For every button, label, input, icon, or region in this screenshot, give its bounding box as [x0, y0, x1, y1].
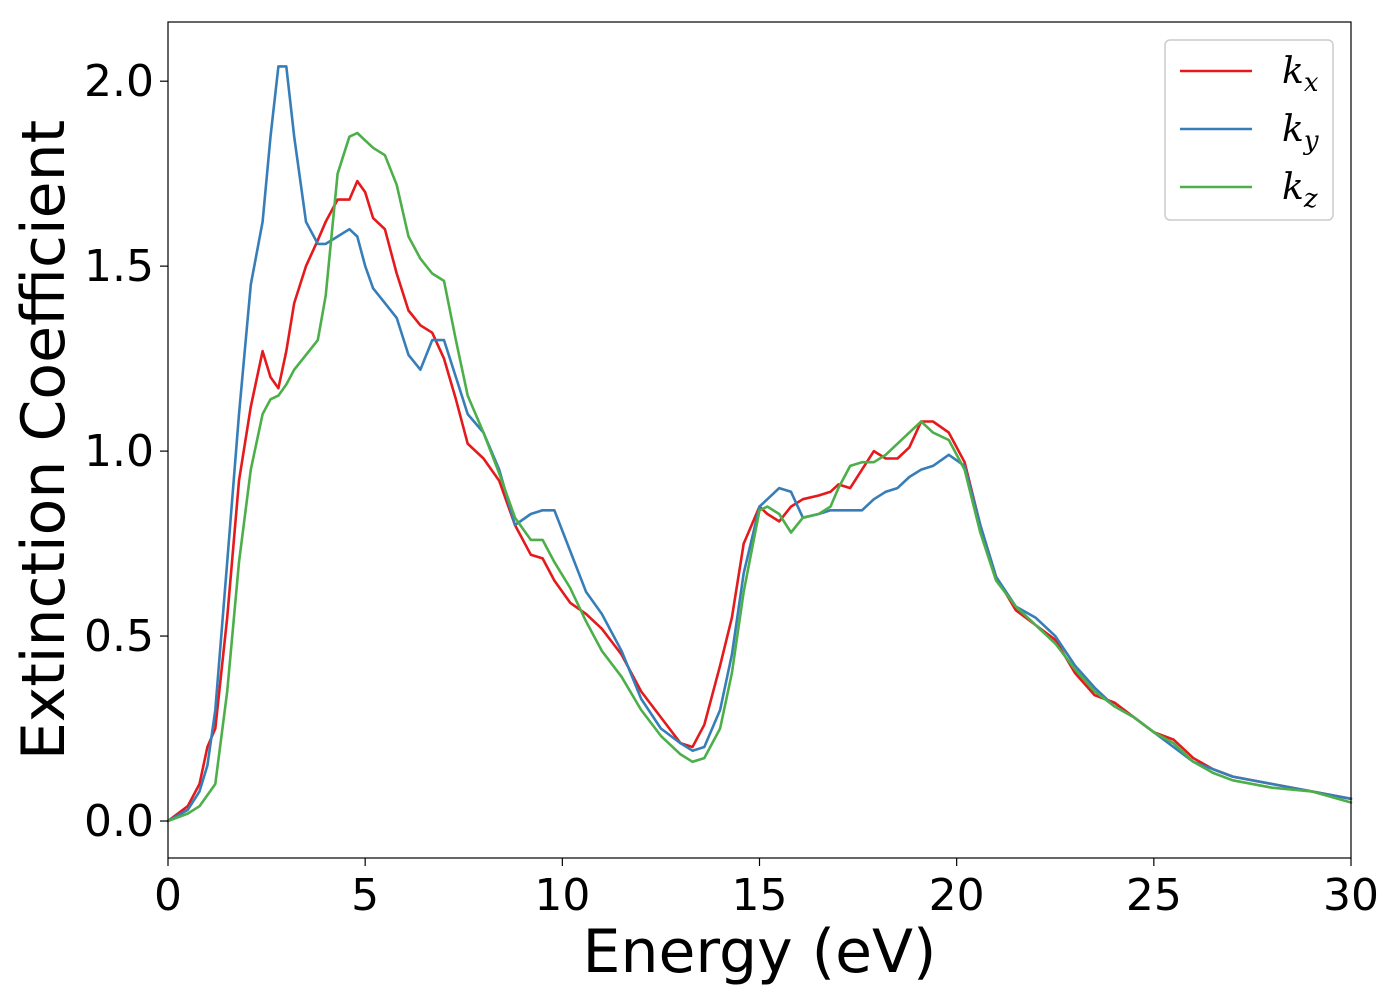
x-tick-label: 30: [1323, 870, 1379, 921]
y-axis-title: Extinction Coefficient: [9, 120, 79, 760]
y-tick-label: 2.0: [84, 56, 154, 107]
y-tick-label: 0.5: [84, 611, 154, 662]
x-axis-title: Energy (eV): [583, 917, 937, 987]
x-tick-label: 15: [732, 870, 788, 921]
x-tick-label: 20: [929, 870, 985, 921]
x-tick-label: 0: [154, 870, 182, 921]
x-tick-label: 5: [351, 870, 379, 921]
y-tick-label: 1.0: [84, 426, 154, 477]
legend-label-kx: kx: [1282, 51, 1319, 98]
series-lines: [166, 65, 1353, 823]
y-axis-ticks: 0.0 0.5 1.0 1.5 2.0: [84, 56, 168, 847]
y-tick-label: 1.5: [84, 241, 154, 292]
x-axis-ticks: 0 5 10 15 20 25 30: [154, 858, 1379, 921]
legend: kx ky kz: [1164, 39, 1334, 221]
series-line-kx: [166, 179, 1353, 823]
x-tick-label: 25: [1126, 870, 1182, 921]
legend-label-ky: ky: [1282, 109, 1319, 156]
legend-label-kz: kz: [1282, 167, 1318, 214]
y-tick-label: 0.0: [84, 796, 154, 847]
x-tick-label: 10: [534, 870, 590, 921]
series-line-kz: [166, 131, 1353, 823]
series-line-ky: [166, 65, 1353, 823]
